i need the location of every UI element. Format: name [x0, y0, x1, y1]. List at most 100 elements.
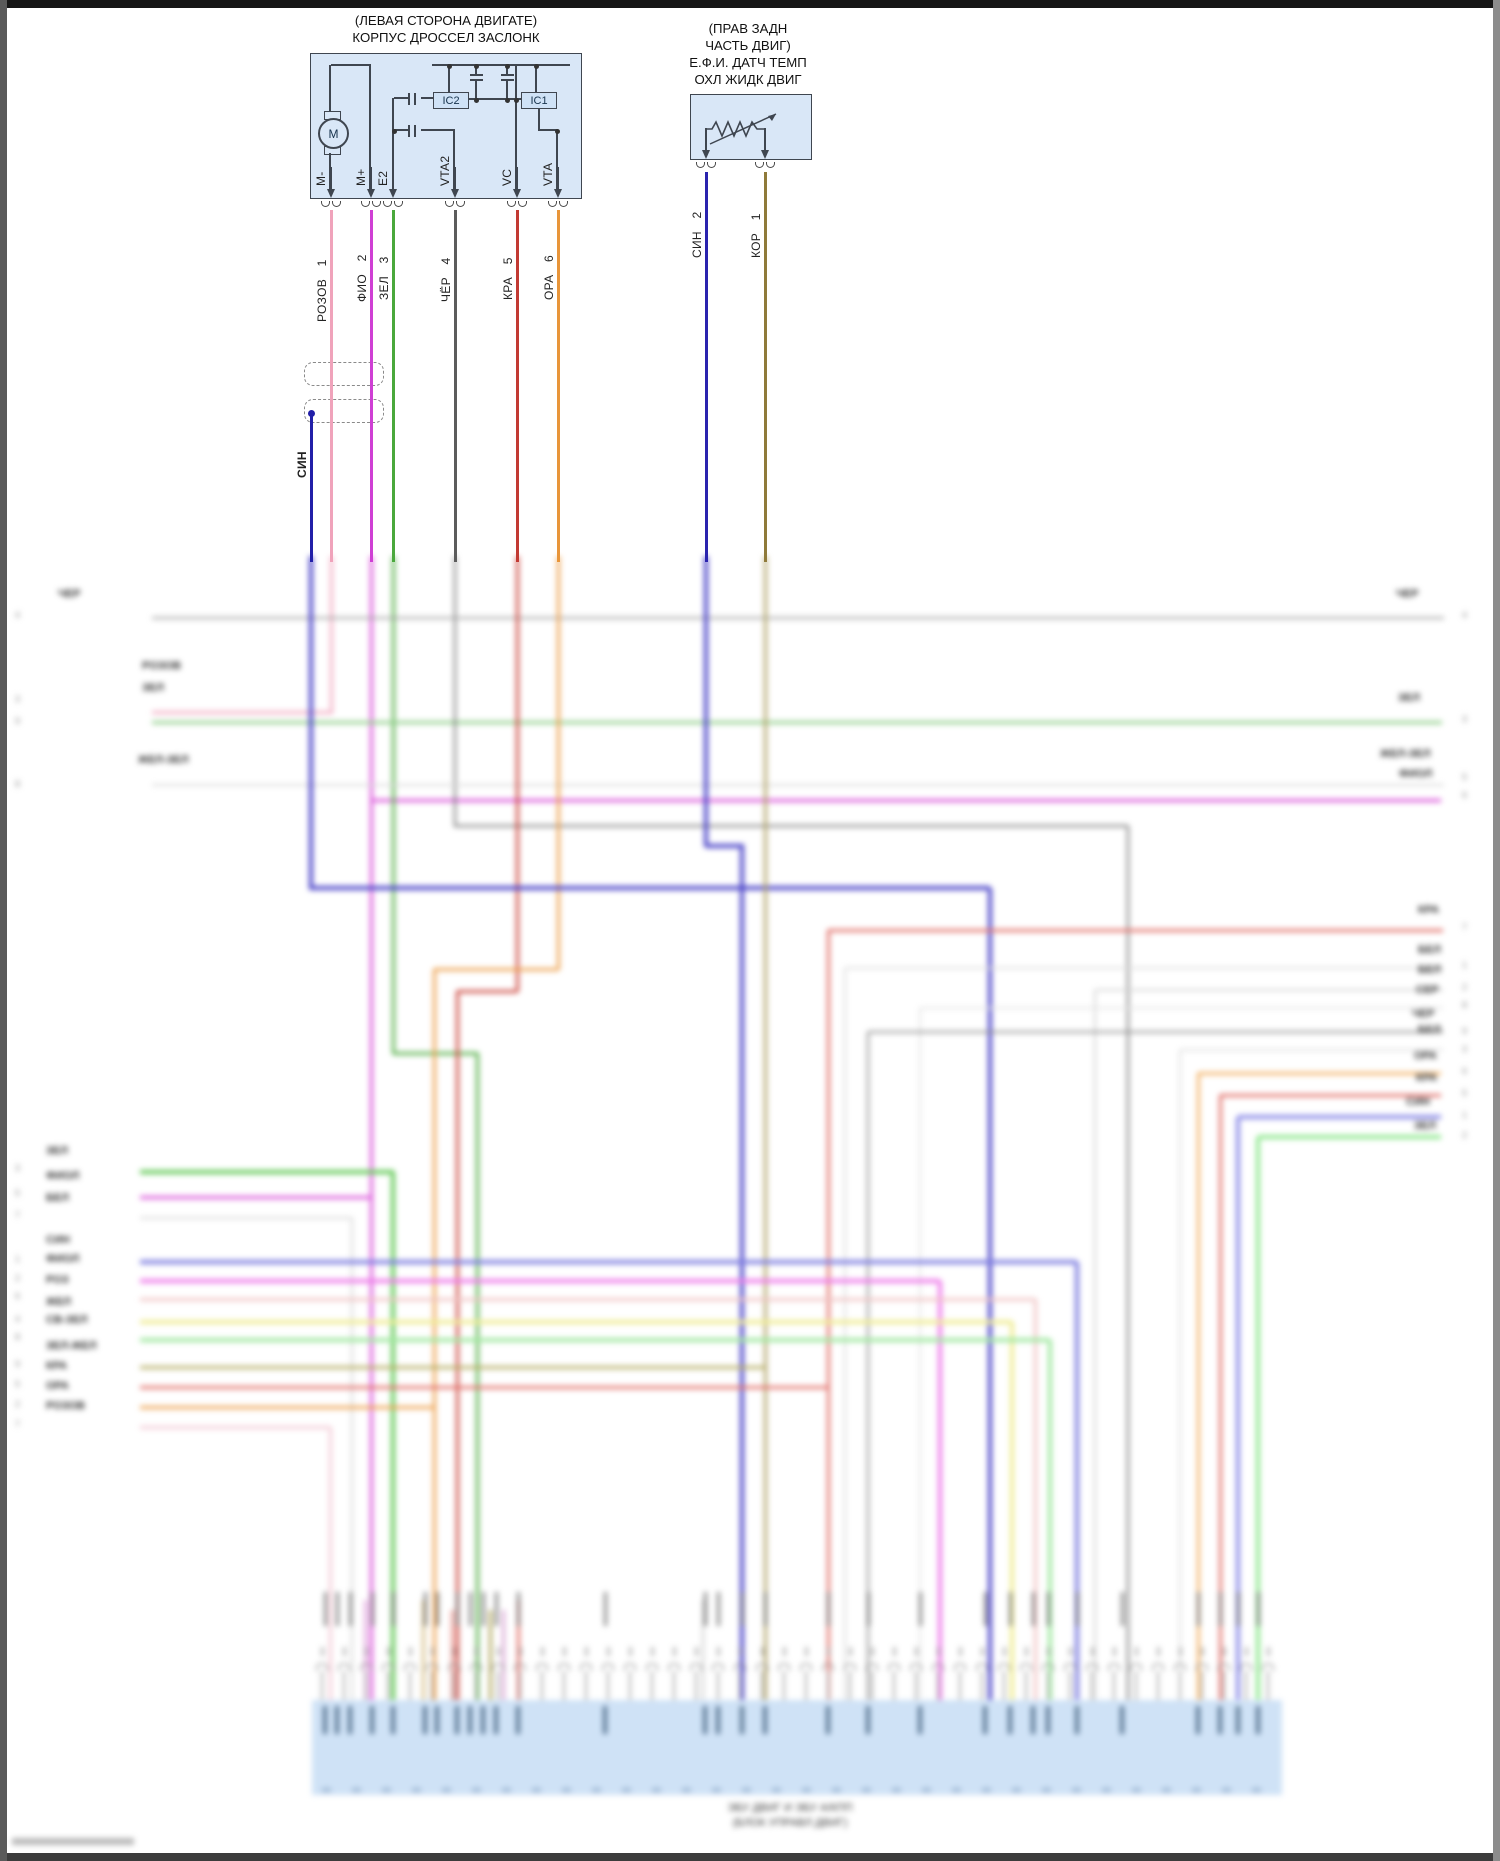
wire-segment [329, 210, 333, 562]
schematic-line [448, 66, 450, 92]
pin-stub [453, 1671, 455, 1700]
harness-wire-segment [1220, 1093, 1441, 1097]
wire-name-smudge [391, 1592, 395, 1626]
connector-pin-icon [1152, 1663, 1164, 1671]
bus-label: ОРА [1414, 1050, 1437, 1062]
wire-name-smudge [1120, 1592, 1124, 1626]
wire-name-smudge [323, 1592, 327, 1626]
connector-pin-icon [778, 1663, 790, 1671]
connector-pin-icon [690, 1663, 702, 1671]
block-bottom-dash [1132, 1788, 1141, 1792]
block-bottom-dash [442, 1788, 451, 1792]
wire-name-smudge [516, 1592, 520, 1626]
harness-wire-segment [501, 1610, 505, 1700]
pin-number: 5 [15, 1379, 21, 1389]
bus-label: ЧЕР [1412, 1008, 1435, 1020]
connector-pin-icon [734, 1663, 746, 1671]
pin-stub [651, 1671, 653, 1700]
terminal-mark [481, 1706, 485, 1734]
wire-name-smudge [435, 1592, 439, 1626]
pin-number-smudge [1003, 1647, 1006, 1656]
ecu-caption-line1: ЭБУ ДВИГ И ЭБУ А/КПП [727, 1802, 853, 1814]
harness-wire-segment [918, 1008, 922, 1700]
terminal-name: M+ [354, 168, 368, 186]
wire-name-smudge [1008, 1592, 1012, 1626]
schematic-line [468, 98, 521, 100]
block-bottom-dash [592, 1788, 601, 1792]
schematic-line [369, 65, 371, 189]
connector-pin-icon [360, 1663, 372, 1671]
pin-number-smudge [1091, 1647, 1094, 1656]
block-bottom-dash [472, 1788, 481, 1792]
bus-label: ЗЕЛ [142, 682, 164, 694]
bus-label: ЗЕЛ [46, 1145, 68, 1157]
pin-stub [893, 1671, 895, 1700]
pin-number-smudge [1157, 1647, 1160, 1656]
terminal-mark [983, 1706, 987, 1734]
harness-wire-segment [1033, 1299, 1037, 1700]
pin-number-smudge [673, 1647, 676, 1656]
sensor-title-line: ЧАСТЬ ДВИГ) [705, 38, 791, 53]
pin-stub [959, 1671, 961, 1700]
connector-arc-icon [766, 162, 775, 168]
connector-arc-icon [372, 201, 381, 207]
connector-arc-icon [518, 201, 527, 207]
wire-name-smudge [1046, 1592, 1050, 1626]
harness-wire-segment [455, 824, 1128, 828]
terminal-mark [763, 1706, 767, 1734]
inline-connector-lower [304, 399, 384, 423]
connector-pin-icon [624, 1663, 636, 1671]
schematic-line [475, 81, 477, 100]
harness-wire-segment [328, 1427, 332, 1700]
pin-stub [915, 1671, 917, 1700]
frame-bottom [0, 1853, 1500, 1861]
connector-pin-icon [492, 1663, 504, 1671]
block-bottom-dash [412, 1788, 421, 1792]
bus-label: РОЗОВ [46, 1400, 85, 1412]
pin-stub [409, 1671, 411, 1700]
wire-name-smudge [763, 1592, 767, 1626]
pin-stub [1157, 1671, 1159, 1700]
terminal-mark [1046, 1706, 1050, 1734]
schematic-line [394, 97, 409, 99]
terminal-mark [866, 1706, 870, 1734]
connector-pin-icon [976, 1663, 988, 1671]
pin-stub [607, 1671, 609, 1700]
pin-stub [1267, 1671, 1269, 1700]
wire-name-smudge [348, 1592, 352, 1626]
harness-wire-segment [1236, 1117, 1240, 1700]
pin-number-smudge [563, 1647, 566, 1656]
pin-number-smudge [607, 1647, 610, 1656]
pin-stub [585, 1671, 587, 1700]
bus-label: ЗЕЛ [1414, 1120, 1436, 1132]
block-bottom-dash [352, 1788, 361, 1792]
pin-number: 8 [15, 779, 21, 789]
wire-color-label: СИН 2 [690, 211, 704, 258]
terminal-name: VTA2 [438, 155, 452, 186]
pin-number-smudge [387, 1647, 390, 1656]
connector-pin-icon [712, 1663, 724, 1671]
pin-number-smudge [739, 1647, 742, 1656]
terminal-name: E2 [376, 170, 390, 186]
pin-stub [783, 1671, 785, 1700]
terminal-name: M- [314, 171, 328, 186]
schematic-line [432, 64, 570, 66]
block-bottom-dash [562, 1788, 571, 1792]
harness-wire-segment [1256, 1137, 1260, 1700]
capacitor-plate [470, 74, 483, 76]
pin-number: 1 [1462, 960, 1468, 970]
terminal-mark [1236, 1706, 1240, 1734]
pin-number-smudge [937, 1647, 940, 1656]
pin-stub [1025, 1671, 1027, 1700]
connector-arc-icon [383, 201, 392, 207]
pin-stub [629, 1671, 631, 1700]
terminal-mark [323, 1706, 327, 1734]
coolant-sensor-title: (ПРАВ ЗАДН ЧАСТЬ ДВИГ) Е.Ф.И. ДАТЧ ТЕМП ОХЛ… [648, 20, 848, 88]
block-bottom-dash [1072, 1788, 1081, 1792]
block-bottom-dash [1012, 1788, 1021, 1792]
connector-pin-icon [514, 1663, 526, 1671]
harness-wire-segment [488, 1610, 492, 1700]
bus-label: КРА [1418, 904, 1440, 916]
bus-label: КРА [46, 1360, 68, 1372]
terminal-mark [1031, 1706, 1035, 1734]
